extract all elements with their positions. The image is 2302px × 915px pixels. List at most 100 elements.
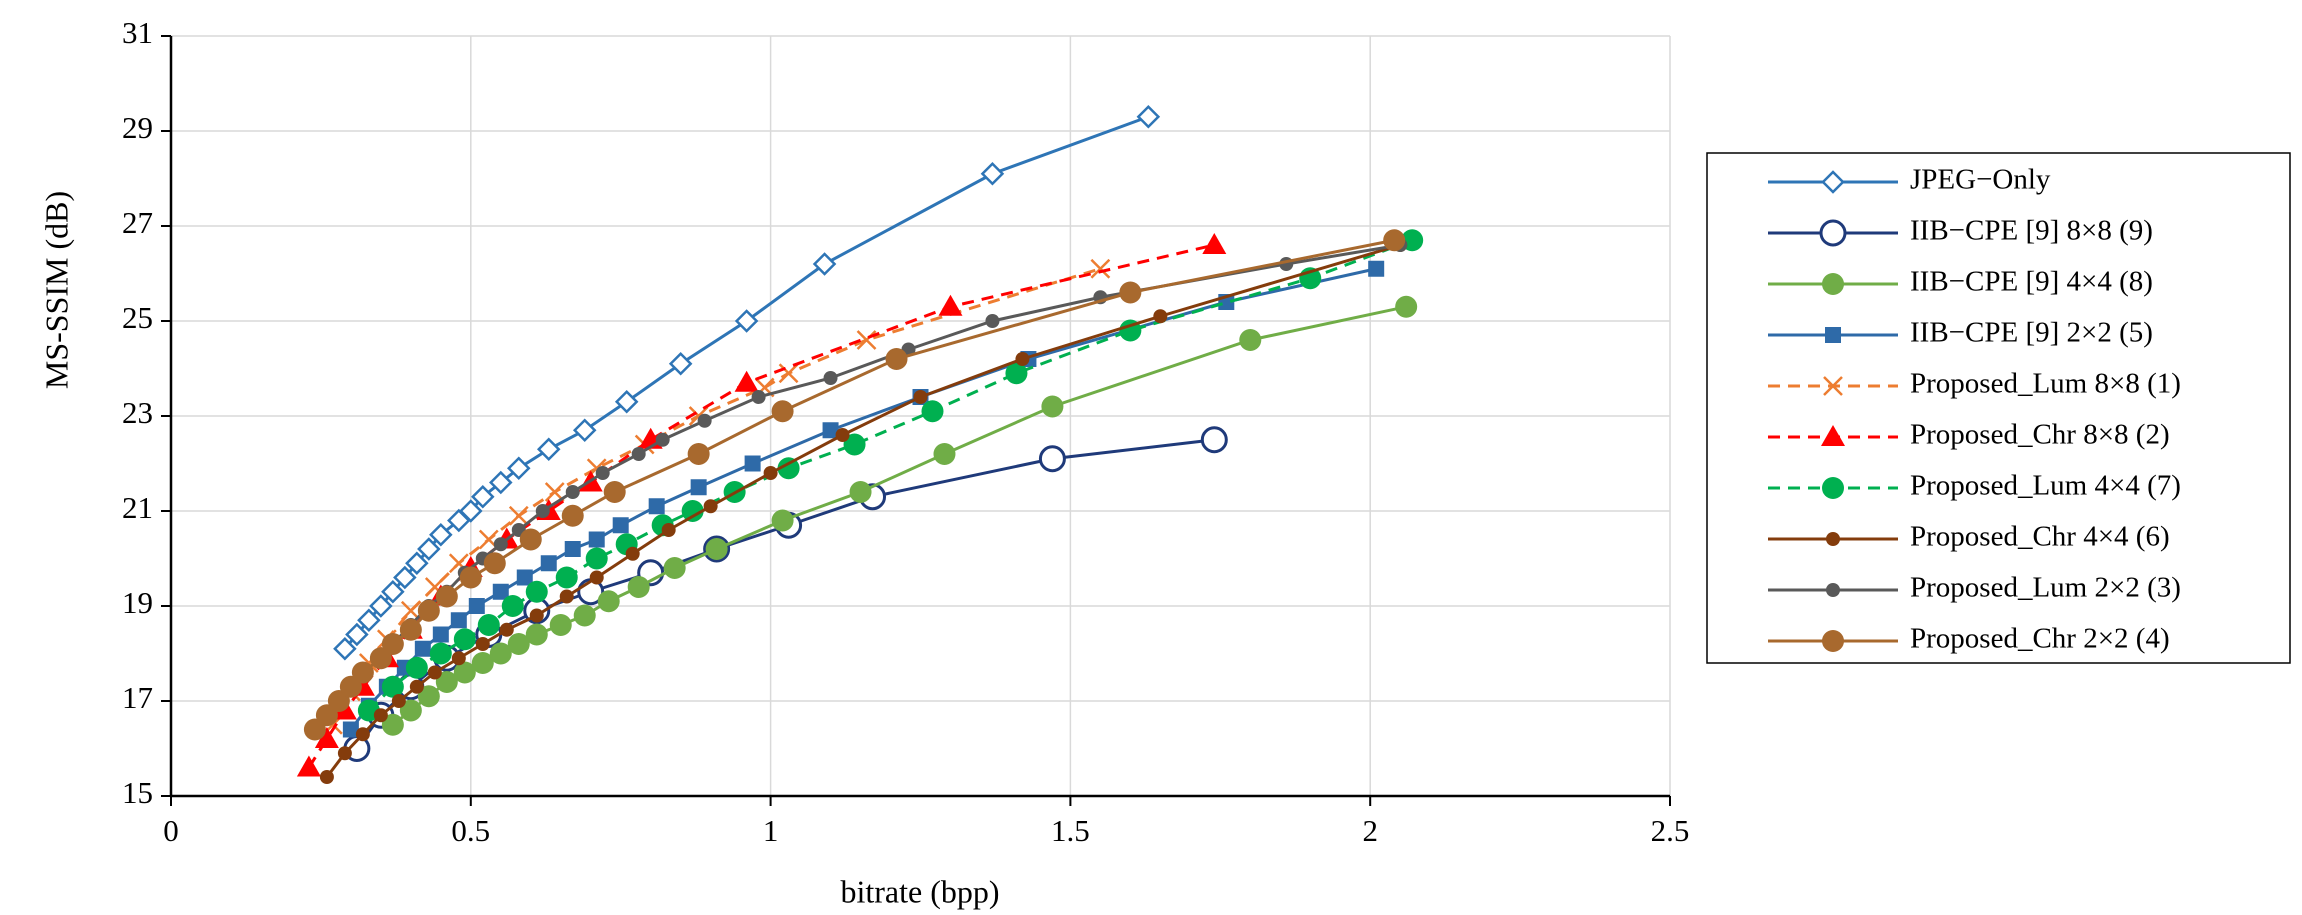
y-tick-label: 21 bbox=[122, 490, 153, 525]
marker bbox=[921, 400, 944, 423]
marker bbox=[663, 557, 686, 579]
marker bbox=[771, 509, 794, 532]
marker bbox=[1395, 295, 1418, 318]
marker bbox=[351, 661, 374, 684]
marker bbox=[429, 522, 453, 547]
marker bbox=[1153, 309, 1168, 324]
marker bbox=[345, 622, 369, 647]
marker bbox=[427, 665, 442, 680]
marker bbox=[477, 614, 500, 636]
marker bbox=[980, 161, 1005, 186]
legend-label: IIB−CPE [9] 8×8 (9) bbox=[1910, 215, 2153, 247]
marker bbox=[614, 389, 639, 414]
y-tick-label: 23 bbox=[122, 395, 153, 430]
marker bbox=[822, 422, 839, 439]
marker bbox=[849, 481, 872, 503]
marker bbox=[381, 713, 404, 736]
marker bbox=[489, 642, 512, 665]
marker bbox=[405, 551, 429, 576]
x-tick-label: 1 bbox=[763, 813, 779, 848]
marker bbox=[777, 457, 800, 480]
marker bbox=[933, 443, 956, 465]
marker bbox=[525, 623, 548, 646]
marker bbox=[391, 694, 406, 708]
marker bbox=[1005, 362, 1028, 385]
marker bbox=[763, 466, 778, 480]
marker bbox=[835, 428, 850, 442]
legend-label: IIB−CPE [9] 4×4 (8) bbox=[1910, 266, 2153, 298]
marker bbox=[489, 470, 513, 495]
marker bbox=[705, 538, 728, 560]
marker bbox=[536, 437, 561, 462]
marker bbox=[1202, 233, 1227, 254]
legend-label: Proposed_Chr 2×2 (4) bbox=[1910, 623, 2170, 655]
legend-label: Proposed_Lum 4×4 (7) bbox=[1910, 470, 2181, 502]
x-tick-label: 1.5 bbox=[1051, 813, 1090, 848]
series-line bbox=[355, 438, 1215, 750]
marker bbox=[697, 413, 712, 428]
marker bbox=[561, 504, 584, 527]
marker bbox=[393, 565, 417, 590]
legend-label: Proposed_Lum 8×8 (1) bbox=[1910, 368, 2181, 400]
legend-label: IIB−CPE [9] 2×2 (5) bbox=[1910, 317, 2153, 349]
marker bbox=[369, 594, 393, 618]
marker bbox=[507, 456, 531, 481]
marker bbox=[507, 633, 530, 655]
marker bbox=[414, 640, 431, 657]
x-tick-label: 0 bbox=[163, 813, 179, 848]
marker bbox=[453, 628, 476, 651]
marker bbox=[703, 499, 718, 514]
marker bbox=[1239, 329, 1262, 351]
y-tick-label: 15 bbox=[122, 775, 153, 810]
marker bbox=[734, 309, 759, 333]
legend-marker bbox=[1825, 327, 1841, 343]
marker bbox=[595, 466, 610, 480]
legend-marker bbox=[1822, 477, 1844, 499]
marker bbox=[559, 589, 574, 604]
marker bbox=[417, 599, 440, 622]
marker bbox=[771, 400, 794, 423]
marker bbox=[409, 679, 424, 694]
legend-label: JPEG−Only bbox=[1910, 164, 2051, 196]
marker bbox=[519, 528, 542, 551]
y-tick-label: 25 bbox=[122, 300, 153, 335]
marker bbox=[631, 447, 646, 461]
legend-marker bbox=[1821, 425, 1845, 446]
marker bbox=[661, 523, 676, 537]
marker bbox=[627, 576, 650, 598]
marker bbox=[1090, 258, 1111, 279]
marker bbox=[585, 547, 608, 570]
marker bbox=[535, 504, 550, 518]
marker bbox=[492, 583, 509, 600]
series-line bbox=[343, 115, 1149, 650]
y-tick-label: 27 bbox=[122, 205, 153, 240]
marker bbox=[1038, 445, 1066, 473]
marker bbox=[668, 351, 693, 376]
marker bbox=[453, 661, 476, 684]
marker bbox=[399, 618, 422, 641]
marker bbox=[913, 390, 928, 404]
marker bbox=[399, 699, 422, 722]
marker bbox=[778, 363, 799, 384]
marker bbox=[588, 531, 605, 548]
legend-marker bbox=[1822, 630, 1844, 652]
marker bbox=[564, 541, 581, 557]
marker bbox=[603, 481, 626, 503]
marker bbox=[1136, 104, 1161, 129]
x-axis-label: bitrate (bpp) bbox=[840, 873, 999, 909]
marker bbox=[417, 685, 440, 708]
marker bbox=[499, 622, 514, 637]
marker bbox=[938, 294, 963, 316]
marker bbox=[655, 432, 670, 447]
marker bbox=[319, 770, 334, 784]
marker bbox=[690, 479, 707, 496]
marker bbox=[355, 727, 370, 742]
marker bbox=[597, 590, 620, 613]
marker bbox=[417, 537, 441, 561]
marker bbox=[1015, 352, 1030, 366]
legend-marker bbox=[1821, 170, 1845, 194]
y-axis-label: MS-SSIM (dB) bbox=[38, 191, 74, 389]
marker bbox=[381, 633, 404, 655]
marker bbox=[483, 552, 506, 575]
